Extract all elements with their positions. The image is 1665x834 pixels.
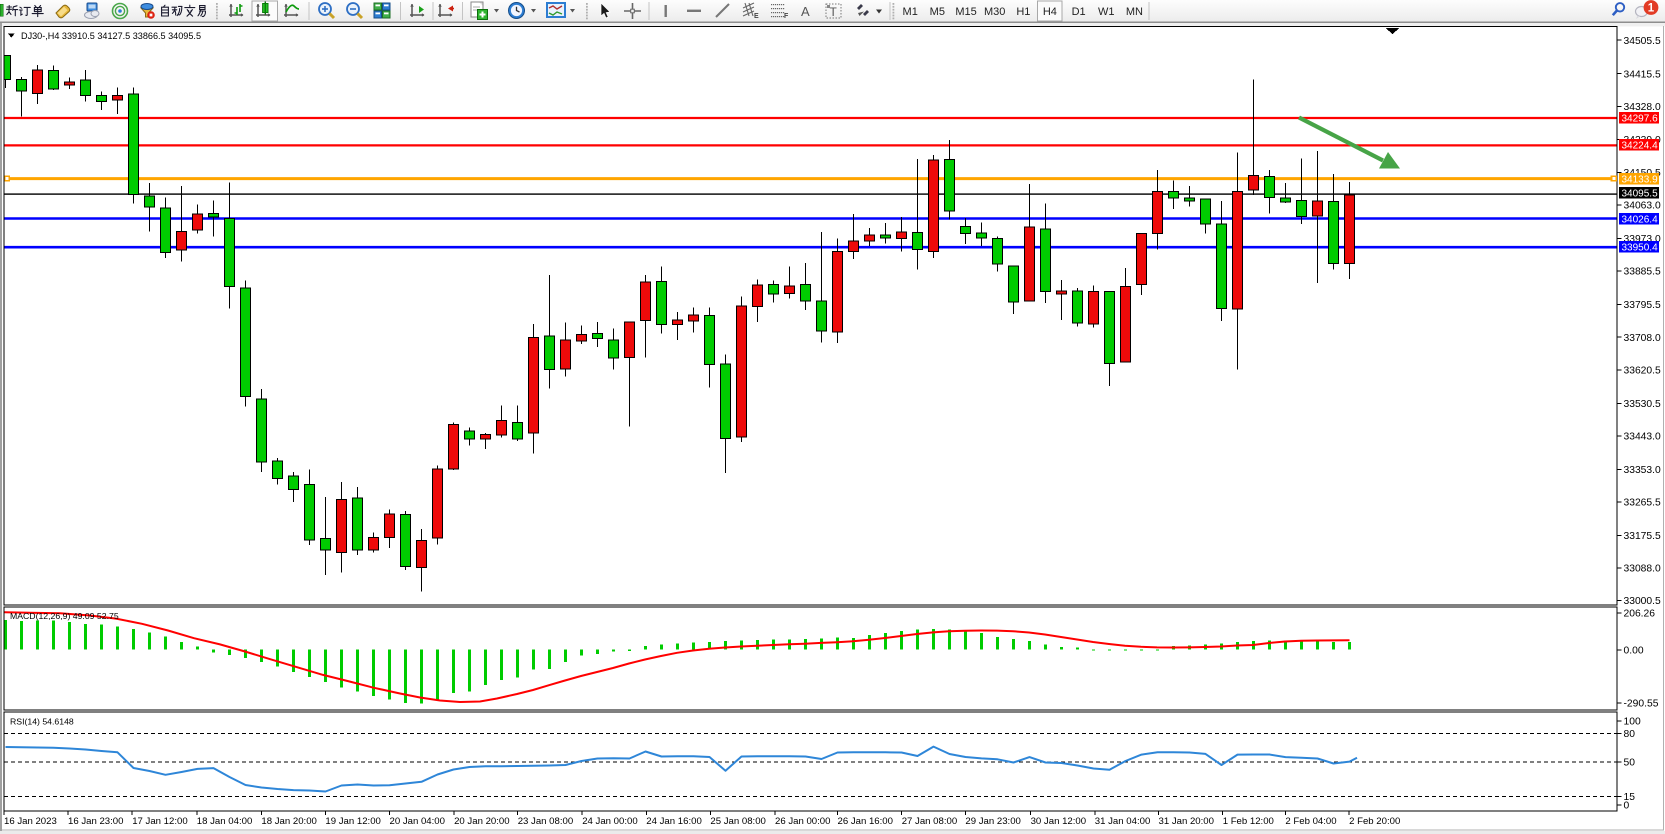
svg-text:18 Jan 20:00: 18 Jan 20:00 bbox=[261, 816, 316, 827]
svg-text:100: 100 bbox=[1624, 717, 1641, 728]
svg-text:33530.5: 33530.5 bbox=[1624, 399, 1661, 410]
svg-text:1: 1 bbox=[1648, 3, 1655, 15]
svg-text:16 Jan 23:00: 16 Jan 23:00 bbox=[68, 816, 123, 827]
svg-text:34328.0: 34328.0 bbox=[1624, 102, 1661, 113]
svg-text:2 Feb 20:00: 2 Feb 20:00 bbox=[1349, 816, 1400, 827]
svg-text:20 Jan 04:00: 20 Jan 04:00 bbox=[390, 816, 445, 827]
svg-text:26 Jan 16:00: 26 Jan 16:00 bbox=[838, 816, 893, 827]
svg-text:31 Jan 20:00: 31 Jan 20:00 bbox=[1159, 816, 1214, 827]
svg-text:23 Jan 08:00: 23 Jan 08:00 bbox=[518, 816, 573, 827]
svg-text:H4: H4 bbox=[1043, 6, 1057, 18]
svg-text:DJ30-,H4 33910.5 34127.5 3386: DJ30-,H4 33910.5 34127.5 33866.5 34095.5 bbox=[21, 31, 201, 41]
svg-text:30 Jan 12:00: 30 Jan 12:00 bbox=[1031, 816, 1086, 827]
svg-text:33088.0: 33088.0 bbox=[1624, 564, 1661, 575]
svg-text:2 Feb 04:00: 2 Feb 04:00 bbox=[1285, 816, 1336, 827]
svg-text:34133.9: 34133.9 bbox=[1622, 174, 1659, 185]
svg-text:29 Jan 23:00: 29 Jan 23:00 bbox=[965, 816, 1020, 827]
svg-text:19 Jan 12:00: 19 Jan 12:00 bbox=[325, 816, 380, 827]
svg-text:33175.5: 33175.5 bbox=[1624, 531, 1661, 542]
svg-text:33353.0: 33353.0 bbox=[1624, 465, 1661, 476]
svg-text:31 Jan 04:00: 31 Jan 04:00 bbox=[1095, 816, 1150, 827]
svg-text:33708.0: 33708.0 bbox=[1624, 333, 1661, 344]
svg-text:16 Jan 2023: 16 Jan 2023 bbox=[4, 816, 57, 827]
svg-text:25 Jan 08:00: 25 Jan 08:00 bbox=[710, 816, 765, 827]
svg-text:24 Jan 00:00: 24 Jan 00:00 bbox=[582, 816, 637, 827]
svg-text:T: T bbox=[830, 5, 838, 19]
svg-text:M5: M5 bbox=[930, 6, 945, 18]
svg-text:33000.5: 33000.5 bbox=[1624, 596, 1661, 607]
svg-text:M1: M1 bbox=[903, 6, 918, 18]
svg-text:A: A bbox=[801, 4, 810, 19]
svg-text:M15: M15 bbox=[955, 6, 976, 18]
svg-text:26 Jan 00:00: 26 Jan 00:00 bbox=[775, 816, 830, 827]
svg-text:H1: H1 bbox=[1016, 6, 1030, 18]
svg-text:E: E bbox=[754, 13, 759, 20]
svg-text:18 Jan 04:00: 18 Jan 04:00 bbox=[197, 816, 252, 827]
svg-text:34026.4: 34026.4 bbox=[1622, 214, 1659, 225]
svg-text:17 Jan 12:00: 17 Jan 12:00 bbox=[132, 816, 187, 827]
svg-text:34415.5: 34415.5 bbox=[1624, 69, 1661, 80]
svg-text:RSI(14) 54.6148: RSI(14) 54.6148 bbox=[10, 717, 74, 727]
svg-text:0.00: 0.00 bbox=[1624, 646, 1644, 657]
svg-text:27 Jan 08:00: 27 Jan 08:00 bbox=[902, 816, 957, 827]
svg-text:33265.5: 33265.5 bbox=[1624, 498, 1661, 509]
svg-text:34224.4: 34224.4 bbox=[1622, 141, 1659, 152]
svg-text:33950.4: 33950.4 bbox=[1622, 243, 1659, 254]
svg-text:D1: D1 bbox=[1072, 6, 1086, 18]
svg-text:1 Feb 12:00: 1 Feb 12:00 bbox=[1223, 816, 1274, 827]
svg-text:20 Jan 20:00: 20 Jan 20:00 bbox=[454, 816, 509, 827]
svg-text:34063.0: 34063.0 bbox=[1624, 201, 1661, 212]
svg-text:33795.5: 33795.5 bbox=[1624, 300, 1661, 311]
svg-text:W1: W1 bbox=[1098, 6, 1115, 18]
svg-text:-290.55: -290.55 bbox=[1624, 699, 1659, 710]
svg-text:MN: MN bbox=[1126, 6, 1143, 18]
svg-text:33973.0: 33973.0 bbox=[1624, 234, 1661, 245]
svg-text:15: 15 bbox=[1624, 792, 1636, 803]
svg-text:34505.5: 34505.5 bbox=[1624, 36, 1661, 47]
svg-text:50: 50 bbox=[1624, 758, 1636, 769]
svg-text:24 Jan 16:00: 24 Jan 16:00 bbox=[646, 816, 701, 827]
svg-text:34297.6: 34297.6 bbox=[1622, 113, 1659, 124]
svg-text:M30: M30 bbox=[984, 6, 1005, 18]
svg-text:F: F bbox=[784, 13, 789, 20]
svg-text:34095.5: 34095.5 bbox=[1622, 189, 1659, 200]
svg-text:80: 80 bbox=[1624, 729, 1636, 740]
svg-text:33443.0: 33443.0 bbox=[1624, 431, 1661, 442]
svg-text:206.26: 206.26 bbox=[1624, 609, 1656, 620]
svg-text:33620.5: 33620.5 bbox=[1624, 365, 1661, 376]
svg-text:0: 0 bbox=[1624, 801, 1630, 812]
svg-text:MACD(12,26,9) 49.09 52.75: MACD(12,26,9) 49.09 52.75 bbox=[10, 611, 119, 621]
svg-text:33885.5: 33885.5 bbox=[1624, 267, 1661, 278]
